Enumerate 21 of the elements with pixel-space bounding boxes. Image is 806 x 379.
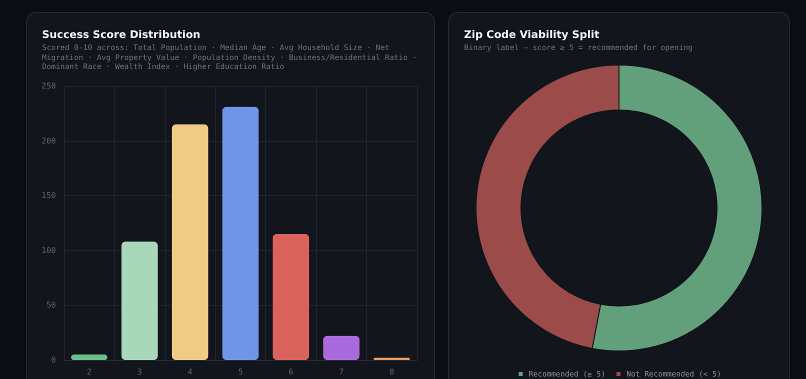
x-tick-label: 4 [188, 368, 193, 376]
y-tick-label: 50 [46, 300, 56, 310]
x-tick-label: 6 [288, 368, 294, 376]
x-tick-label: 7 [338, 368, 344, 376]
chart-title: Success Score Distribution [42, 29, 200, 41]
x-tick-label: 5 [238, 368, 244, 376]
y-tick-label: 200 [42, 136, 56, 146]
bar [323, 336, 360, 360]
bar [222, 106, 259, 360]
y-tick-label: 150 [42, 191, 56, 200]
bar [272, 234, 310, 360]
bar [121, 242, 158, 360]
x-tick-label: 3 [137, 368, 142, 376]
x-tick-label: 2 [86, 368, 92, 376]
bar [71, 354, 108, 360]
y-tick-label: 100 [42, 246, 56, 255]
chart-title: Zip Code Viability Split [464, 29, 600, 41]
y-tick-label: 250 [42, 82, 56, 90]
bar [172, 124, 208, 360]
x-tick-label: 8 [389, 368, 394, 376]
y-tick-label: 0 [51, 356, 56, 364]
